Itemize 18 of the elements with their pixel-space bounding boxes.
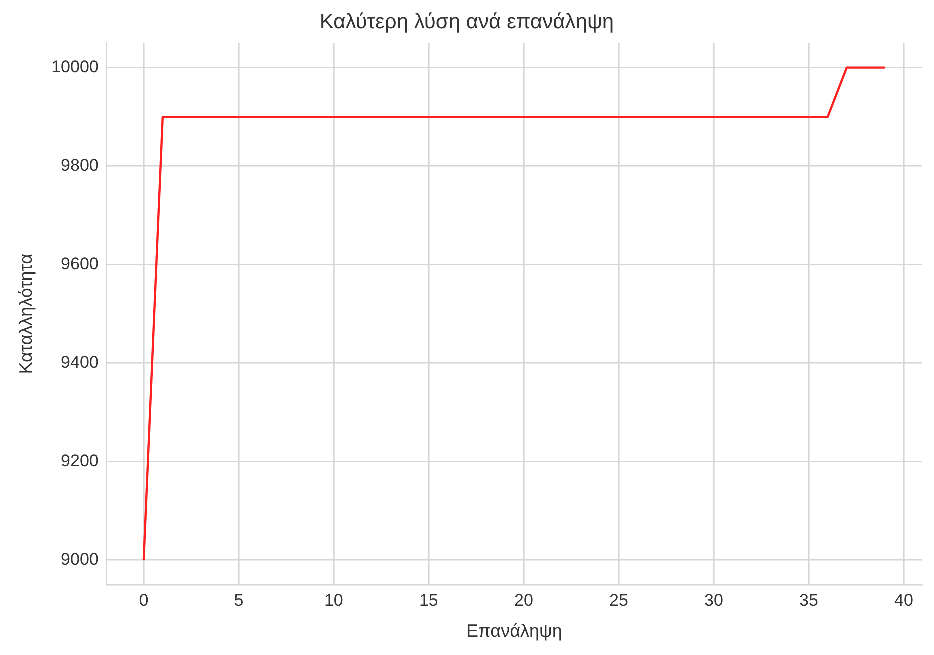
x-tick-label: 5	[234, 590, 244, 610]
y-tick-label: 9600	[61, 254, 99, 274]
y-tick-label: 10000	[52, 58, 99, 77]
y-tick-label: 9200	[61, 452, 99, 471]
y-tick-label: 9400	[61, 353, 99, 372]
y-tick-label: 9800	[61, 156, 99, 176]
chart-title: Καλύτερη λύση ανά επανάληψη	[320, 10, 614, 34]
x-tick-label: 20	[514, 590, 534, 610]
x-tick-label: 0	[139, 590, 149, 610]
x-axis-title: Επανάληψη	[466, 621, 562, 642]
x-tick-label: 15	[419, 590, 438, 610]
x-tick-label: 10	[324, 590, 344, 610]
x-tick-label: 30	[704, 590, 724, 610]
x-tick-label: 40	[894, 590, 914, 610]
y-axis-title: Καταλληλότητα	[16, 254, 36, 374]
y-tick-label: 9000	[61, 550, 99, 570]
x-tick-label: 25	[609, 590, 628, 610]
x-tick-label: 35	[799, 590, 818, 610]
